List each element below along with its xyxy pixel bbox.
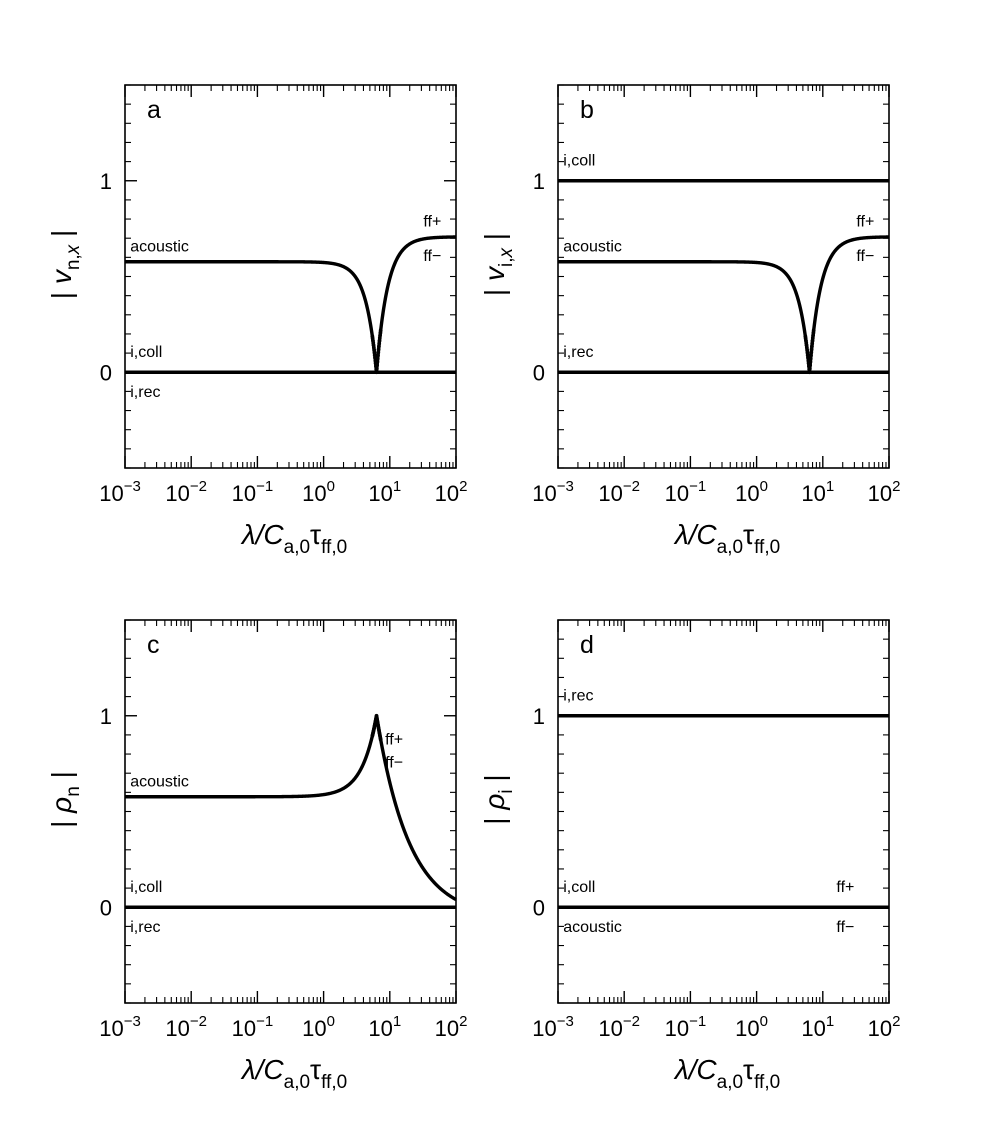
series-point bbox=[376, 347, 381, 352]
annotation-label: acoustic bbox=[130, 239, 189, 256]
x-tick-label: 101 bbox=[368, 478, 401, 506]
y-tick-label: 1 bbox=[100, 704, 112, 729]
y-axis-label: | vi,x | bbox=[479, 233, 517, 296]
series-point bbox=[378, 328, 383, 333]
x-tick-label: 10−1 bbox=[665, 478, 707, 506]
panel-d: 10−3 10−2 10−1 100 101 102 0 1 d | ρi | λ/Ca,0τff,… bbox=[479, 619, 901, 1093]
annotation-label: i,coll bbox=[563, 879, 595, 896]
x-tick-label: 10−2 bbox=[165, 1013, 207, 1041]
series-point bbox=[810, 341, 815, 346]
plot-frame bbox=[124, 619, 457, 1004]
x-tick-label: 10−3 bbox=[99, 478, 141, 506]
x-tick-label: 100 bbox=[302, 1013, 335, 1041]
series-point bbox=[808, 360, 813, 364]
series-line-acoustic-dip bbox=[556, 235, 891, 374]
annotation-label: ff+ bbox=[423, 214, 441, 231]
series-point bbox=[809, 344, 814, 349]
panel-letter: c bbox=[147, 631, 160, 659]
series-point bbox=[807, 366, 812, 371]
y-tick-label: 0 bbox=[533, 360, 545, 385]
series-line-acoustic-dip bbox=[123, 235, 458, 374]
panel-b: 10−3 10−2 10−1 100 101 102 0 1 b | vi,x | λ/Ca,0τf… bbox=[479, 84, 901, 558]
annotation-label: acoustic bbox=[563, 919, 622, 936]
x-tick-label: 10−1 bbox=[232, 478, 274, 506]
x-tick-label: 10−2 bbox=[598, 478, 640, 506]
annotation-label: i,rec bbox=[563, 687, 593, 704]
x-axis-label: λ/Ca,0τff,0 bbox=[240, 1054, 347, 1093]
x-tick-label: 10−1 bbox=[665, 1013, 707, 1041]
panel-letter: d bbox=[580, 631, 594, 659]
series-point bbox=[376, 350, 381, 355]
series-point bbox=[374, 366, 379, 371]
y-tick-label: 1 bbox=[100, 169, 112, 194]
y-tick-label: 0 bbox=[100, 360, 112, 385]
y-tick-label: 0 bbox=[100, 895, 112, 920]
annotation-label: ff+ bbox=[836, 879, 854, 896]
series-point bbox=[375, 360, 380, 364]
annotation-label: i,coll bbox=[130, 879, 162, 896]
panel-letter: a bbox=[147, 96, 161, 124]
x-tick-label: 101 bbox=[368, 1013, 401, 1041]
annotation-label: i,rec bbox=[563, 344, 593, 361]
x-tick-label: 102 bbox=[868, 478, 901, 506]
y-tick-label: 1 bbox=[533, 169, 545, 194]
y-axis-label: | vn,x | bbox=[46, 230, 84, 299]
x-tick-label: 102 bbox=[435, 478, 468, 506]
y-tick-label: 0 bbox=[533, 895, 545, 920]
x-tick-label: 10−2 bbox=[598, 1013, 640, 1041]
x-tick-label: 100 bbox=[735, 478, 768, 506]
x-tick-label: 10−2 bbox=[165, 478, 207, 506]
plot-frame bbox=[557, 84, 890, 469]
series-point bbox=[808, 363, 813, 368]
annotation-label: ff− bbox=[856, 248, 874, 265]
series-point bbox=[375, 356, 380, 361]
annotation-label: acoustic bbox=[130, 774, 189, 791]
series-point bbox=[809, 353, 813, 358]
series-point bbox=[809, 350, 814, 355]
annotation-label: i,rec bbox=[130, 919, 160, 936]
x-tick-label: 10−1 bbox=[232, 1013, 274, 1041]
series-point bbox=[811, 328, 816, 333]
panel-a: 10−3 10−2 10−1 100 101 102 0 1 a | vn,x | λ/Ca,0τf… bbox=[46, 84, 468, 558]
plot-frame bbox=[124, 84, 457, 469]
y-axis-label: | ρi | bbox=[479, 774, 517, 824]
x-axis-label: λ/Ca,0τff,0 bbox=[240, 519, 347, 558]
series-point bbox=[376, 353, 380, 358]
y-tick-label: 1 bbox=[533, 704, 545, 729]
y-axis-label: | ρn | bbox=[46, 771, 84, 828]
series-line-density-peak bbox=[123, 714, 458, 902]
x-tick-label: 101 bbox=[801, 478, 834, 506]
annotation-label: i,coll bbox=[563, 152, 595, 169]
x-axis-label: λ/Ca,0τff,0 bbox=[673, 1054, 780, 1093]
x-tick-label: 102 bbox=[435, 1013, 468, 1041]
x-tick-label: 10−3 bbox=[532, 478, 574, 506]
series-point bbox=[809, 347, 814, 352]
series-point bbox=[375, 363, 380, 368]
x-tick-label: 100 bbox=[302, 478, 335, 506]
x-tick-label: 10−3 bbox=[99, 1013, 141, 1041]
plot-frame bbox=[557, 619, 890, 1004]
annotation-label: i,rec bbox=[130, 384, 160, 401]
x-tick-label: 100 bbox=[735, 1013, 768, 1041]
series-point bbox=[378, 737, 383, 742]
panel-c: 10−3 10−2 10−1 100 101 102 0 1 c | ρn | λ/Ca,0τff,… bbox=[46, 619, 468, 1093]
x-tick-label: 102 bbox=[868, 1013, 901, 1041]
annotation-label: i,coll bbox=[130, 344, 162, 361]
x-tick-label: 10−3 bbox=[532, 1013, 574, 1041]
x-axis-label: λ/Ca,0τff,0 bbox=[673, 519, 780, 558]
annotation-label: acoustic bbox=[563, 239, 622, 256]
annotation-label: ff− bbox=[836, 919, 854, 936]
panel-letter: b bbox=[580, 96, 594, 124]
annotation-label: ff− bbox=[423, 248, 441, 265]
x-tick-label: 101 bbox=[801, 1013, 834, 1041]
series-point bbox=[376, 344, 381, 349]
series-point bbox=[808, 356, 813, 361]
series-point bbox=[377, 341, 382, 346]
annotation-label: ff+ bbox=[385, 731, 403, 748]
annotation-label: ff− bbox=[385, 754, 403, 771]
annotation-label: ff+ bbox=[856, 214, 874, 231]
